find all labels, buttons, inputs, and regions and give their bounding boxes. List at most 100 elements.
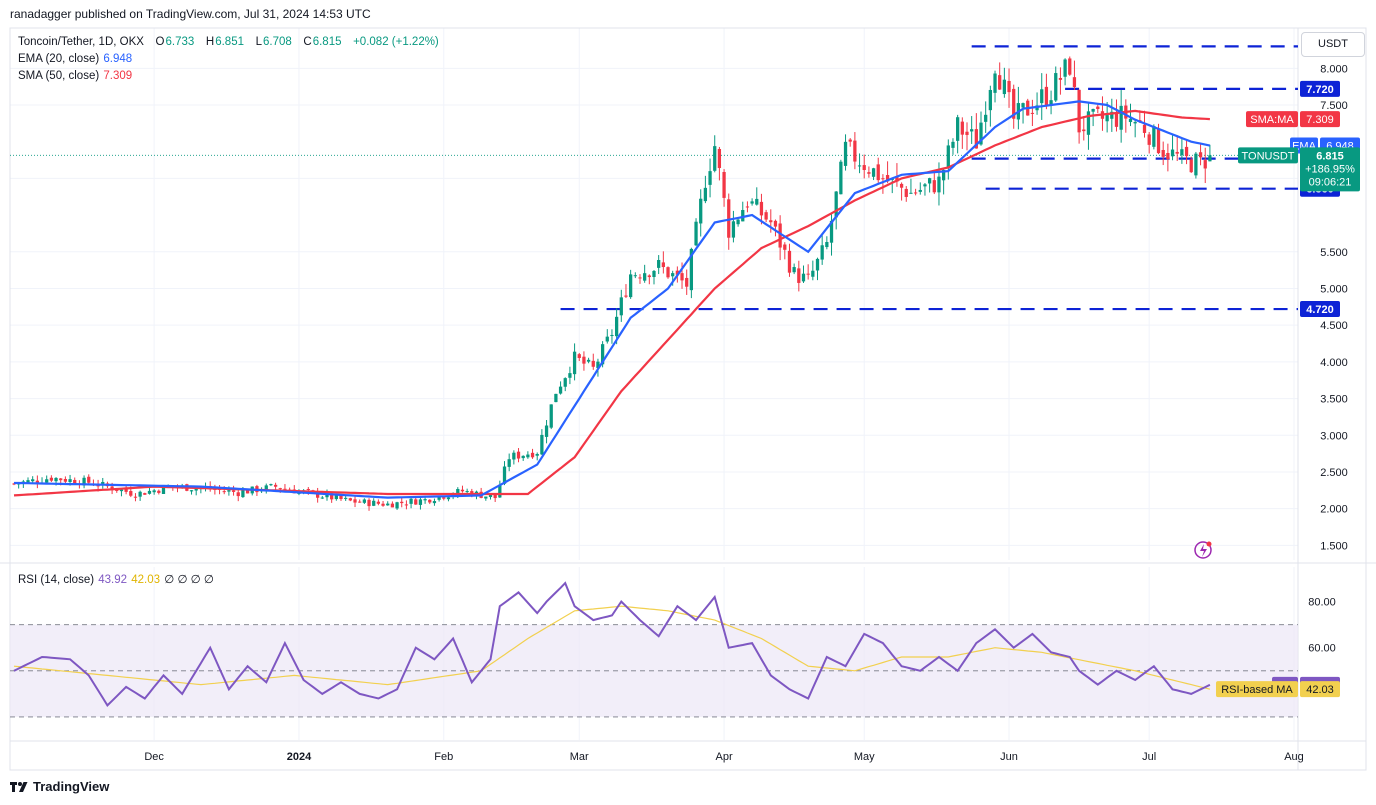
price-tick-label: 4.000 [1320,357,1348,369]
rsi-line [13,581,1211,707]
candle-body [521,455,525,459]
alert-icon-ring [1194,541,1212,559]
candle-body [488,494,493,498]
candle-body [1007,80,1011,93]
candle-body [1063,59,1067,77]
candle-body [1198,152,1203,158]
candle-body [1096,106,1100,109]
candle-body [984,114,988,122]
candle-body [1170,149,1175,157]
candle-body [1091,108,1095,112]
candle-body [797,268,801,283]
candle-body [1012,88,1016,119]
sma-name-tag: SMA:MA [1250,114,1294,126]
candle-body [273,484,278,487]
support-resistance-levels [10,45,1298,311]
candle-body [820,245,824,260]
candle-body [73,479,77,484]
currency-button[interactable]: USDT [1301,32,1365,57]
candle-body [970,129,974,132]
candle-body [1152,126,1156,147]
candle-body [956,117,960,141]
candle-body [1030,112,1035,114]
candle-body [1068,58,1072,75]
alert-icon [1194,541,1212,559]
candle-body [759,201,764,216]
candle-body [493,494,497,499]
brand-name: TradingView [33,779,110,794]
candle-body [1058,77,1063,80]
candle-body [591,360,595,367]
candle-body [530,452,535,458]
sma-legend[interactable]: SMA (50, close) 7.309 [18,70,133,82]
candle-body [372,500,376,506]
candle-body [862,165,866,170]
candle-body [811,270,815,277]
price-tick-label: 5.000 [1320,283,1348,295]
rsi-legend[interactable]: RSI (14, close) 43.92 42.03 ∅ ∅ ∅ ∅ [18,572,215,586]
ema-legend[interactable]: EMA (20, close) 6.948 [18,53,133,65]
candle-body [610,334,614,336]
sma-value-tag-bg [1300,111,1340,128]
time-axis[interactable]: Dec 2024 Feb Mar Apr May Jun Jul Aug [144,751,1303,763]
candle-body [45,479,49,483]
candle-body [460,489,465,492]
candle-body [152,490,156,493]
candle-body [1189,159,1193,173]
candle-body [227,490,231,492]
candle-body [778,223,782,248]
candle-body [418,499,423,505]
candle-body [913,192,918,194]
candle-body [68,479,72,483]
change-value: +0.082 (+1.22%) [353,36,439,48]
candle-body [325,493,329,498]
candle-body [502,466,507,484]
candle-body [376,501,381,504]
candle-body [946,145,950,168]
candle-body [1002,79,1006,95]
symbol-name-tag-bg [1238,147,1298,164]
candle-body [339,494,343,500]
symbol-label[interactable]: Toncoin/Tether, 1D, OKX [18,36,144,48]
price-tick-label: 7.500 [1320,100,1348,112]
bar-countdown: 09:06:21 [1309,176,1352,188]
candle-body [1161,149,1165,157]
last-price-change: +186.95% [1305,163,1355,175]
candle-body [937,176,941,193]
candle-body [647,275,651,278]
candle-body [362,499,366,503]
candle-body [245,490,250,494]
level-price-tag-bg [1300,80,1340,97]
close-value: 6.815 [312,36,342,48]
candle-body [685,277,689,287]
candle-body [1105,115,1109,122]
candle-body [694,221,698,246]
candle-body [59,478,63,481]
rsi-lines [13,581,1211,707]
candle-body [283,488,287,490]
candle-body [1114,112,1119,127]
candle-body [35,480,39,483]
candle-body [414,499,418,505]
rsi-ma-name-tag-bg [1216,681,1298,698]
tradingview-logo[interactable]: TradingView [10,779,109,794]
candle-body [629,274,633,298]
candle-body [1180,149,1184,156]
candle-body [348,498,352,501]
open-value: 6.733 [165,36,195,48]
candle-body [1128,118,1133,123]
candle-body [269,484,273,486]
candle-body [278,488,282,490]
close-label: C [303,36,312,48]
open-label: O [155,36,165,48]
candle-body [124,488,128,492]
alert-icon-dot [1206,541,1212,547]
candle-body [979,122,983,145]
candle-body [942,170,946,181]
candle-body [993,73,997,93]
price-tick-label: 1.500 [1320,540,1348,552]
price-tick-label: 4.500 [1320,320,1348,332]
candle-body [1049,100,1053,105]
candle-body [386,503,390,506]
